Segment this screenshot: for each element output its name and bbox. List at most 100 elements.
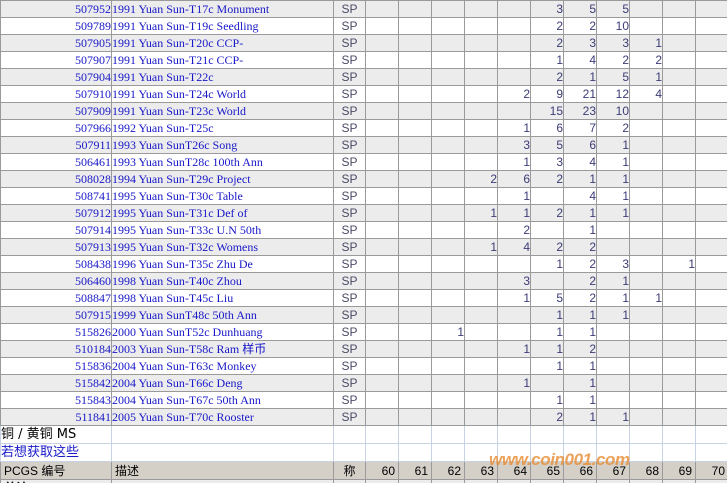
column-header-63[interactable]: 63 — [464, 461, 498, 480]
cell-description[interactable]: 2004 Yuan Sun-T66c Deng — [111, 374, 334, 392]
column-header-68[interactable]: 68 — [629, 461, 663, 480]
cell-description[interactable]: 1993 Yuan SunT26c Song — [111, 136, 334, 154]
column-header-67[interactable]: 67 — [596, 461, 630, 480]
cell-pcgs-number[interactable]: 507910 — [0, 85, 112, 103]
cell-grade-66: 1 — [563, 357, 597, 375]
totals-grade-69: 13 — [662, 479, 696, 483]
cell-grade-69: 1 — [662, 255, 696, 273]
cell-description[interactable]: 2004 Yuan Sun-T63c Monkey — [111, 357, 334, 375]
cell-pcgs-number[interactable]: 510184 — [0, 340, 112, 358]
cell-description[interactable]: 1995 Yuan Sun-T33c U.N 50th — [111, 221, 334, 239]
note-link[interactable]: 若想获取这些 — [1, 445, 80, 460]
cell-description[interactable]: 1991 Yuan Sun-T23c World — [111, 102, 334, 120]
cell-description[interactable]: 2004 Yuan Sun-T67c 50th Ann — [111, 391, 334, 409]
cell-description[interactable]: 2003 Yuan Sun-T58c Ram 样币 — [111, 340, 334, 358]
cell-pcgs-number[interactable]: 507909 — [0, 102, 112, 120]
column-header-62[interactable]: 62 — [431, 461, 465, 480]
cell-pcgs-number[interactable]: 507907 — [0, 51, 112, 69]
cell-pcgs-number[interactable]: 508741 — [0, 187, 112, 205]
cell-grade-65: 1 — [530, 357, 564, 375]
cell-pcgs-number[interactable]: 507952 — [0, 0, 112, 18]
cell-pcgs-number[interactable]: 511841 — [0, 408, 112, 426]
cell-pcgs-number[interactable]: 508847 — [0, 289, 112, 307]
cell-description[interactable]: 1991 Yuan Sun-T20c CCP- — [111, 34, 334, 52]
cell-description[interactable]: 1995 Yuan Sun-T32c Womens — [111, 238, 334, 256]
cell-pcgs-number[interactable]: 515836 — [0, 357, 112, 375]
cell-description[interactable]: 1998 Yuan Sun-T45c Liu — [111, 289, 334, 307]
cell-pcgs-number[interactable]: 507905 — [0, 34, 112, 52]
column-header-description[interactable]: 描述 — [111, 461, 334, 480]
column-header-65[interactable]: 65 — [530, 461, 564, 480]
column-header-64[interactable]: 64 — [497, 461, 531, 480]
cell-pcgs-number[interactable]: 508438 — [0, 255, 112, 273]
cell-description[interactable]: 1996 Yuan Sun-T35c Zhu De — [111, 255, 334, 273]
cell-description[interactable]: 2000 Yuan SunT52c Dunhuang — [111, 323, 334, 341]
cell-description[interactable]: 1992 Yuan Sun-T25c — [111, 119, 334, 137]
cell-description[interactable]: 1994 Yuan Sun-T29c Project — [111, 170, 334, 188]
cell-description[interactable]: 1991 Yuan Sun-T19c Seedling — [111, 17, 334, 35]
cell-pcgs-number[interactable]: 515842 — [0, 374, 112, 392]
cell-description[interactable]: 1999 Yuan SunT48c 50th Ann — [111, 306, 334, 324]
cell-pcgs-number[interactable]: 506461 — [0, 153, 112, 171]
cell-pcgs-number[interactable]: 507904 — [0, 68, 112, 86]
note-row[interactable]: 若想获取这些 — [0, 443, 727, 462]
cell-grade-66: 5 — [563, 0, 597, 18]
cell-pcgs-number[interactable]: 506460 — [0, 272, 112, 290]
column-header-70[interactable]: 70 — [695, 461, 727, 480]
cell-description[interactable]: 2005 Yuan Sun-T70c Rooster — [111, 408, 334, 426]
cell-description[interactable]: 1991 Yuan Sun-T17c Monument — [111, 0, 334, 18]
cell-pcgs-number[interactable]: 507913 — [0, 238, 112, 256]
cell-pcgs-number[interactable]: 507911 — [0, 136, 112, 154]
column-header-designation[interactable]: 称 — [333, 461, 366, 480]
note-text-cell[interactable]: 若想获取这些 — [0, 443, 112, 462]
cell-pcgs-number[interactable]: 508028 — [0, 170, 112, 188]
cell-description[interactable]: 1991 Yuan Sun-T21c CCP- — [111, 51, 334, 69]
cell-pcgs-number[interactable]: 507966 — [0, 119, 112, 137]
column-header-66[interactable]: 66 — [563, 461, 597, 480]
column-header-69[interactable]: 69 — [662, 461, 696, 480]
cell-description[interactable]: 1991 Yuan Sun-T24c World — [111, 85, 334, 103]
cell-pcgs-number[interactable]: 507914 — [0, 221, 112, 239]
cell-grade-69 — [662, 289, 696, 307]
cell-description[interactable]: 1995 Yuan Sun-T31c Def of — [111, 204, 334, 222]
cell-pcgs-number[interactable]: 515843 — [0, 391, 112, 409]
cell-grade-64 — [497, 391, 531, 409]
cell-pcgs-number[interactable]: 509789 — [0, 17, 112, 35]
cell-pcgs-number[interactable]: 507912 — [0, 204, 112, 222]
cell-description[interactable]: 1995 Yuan Sun-T30c Table — [111, 187, 334, 205]
cell-description[interactable]: 1998 Yuan Sun-T40c Zhou — [111, 272, 334, 290]
cell-description[interactable]: 1993 Yuan SunT28c 100th Ann — [111, 153, 334, 171]
totals-grade-63 — [464, 479, 498, 483]
column-header-pcgs-number[interactable]: PCGS 编号 — [0, 461, 112, 480]
cell-description[interactable]: 1991 Yuan Sun-T22c — [111, 68, 334, 86]
column-header-61[interactable]: 61 — [398, 461, 432, 480]
column-header-60[interactable]: 60 — [365, 461, 399, 480]
cell-pcgs-number[interactable]: 515826 — [0, 323, 112, 341]
cell-pcgs-number[interactable]: 507915 — [0, 306, 112, 324]
